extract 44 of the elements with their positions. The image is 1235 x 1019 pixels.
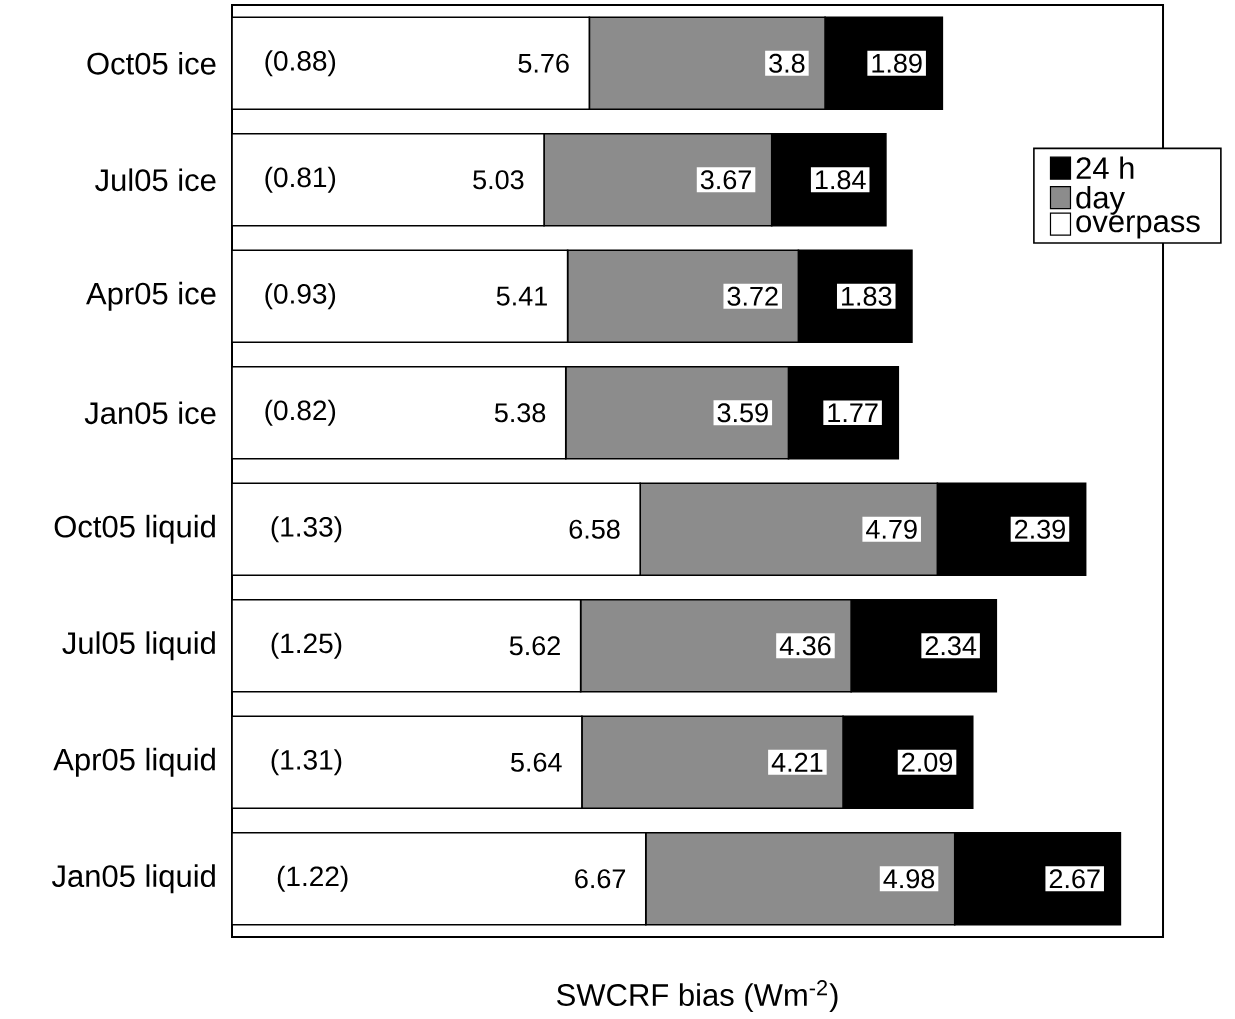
legend-label: day bbox=[1076, 186, 1125, 215]
y-tick-label: Jul05 liquid bbox=[62, 631, 215, 661]
annotation: (1.31) bbox=[271, 749, 342, 776]
data-label: 2.09 bbox=[902, 752, 953, 772]
annotation: (1.33) bbox=[271, 516, 342, 543]
data-label: 4.98 bbox=[883, 869, 935, 889]
annotation: (0.82) bbox=[265, 399, 336, 426]
data-label: 5.03 bbox=[473, 170, 524, 190]
data-label: 5.38 bbox=[494, 403, 546, 423]
data-label: 5.41 bbox=[496, 286, 547, 306]
x-axis-title: SWCRF bias (Wm$^{-2}$) bbox=[557, 980, 838, 1013]
y-tick-label: Apr05 ice bbox=[86, 281, 216, 311]
data-label: 6.58 bbox=[569, 519, 620, 539]
data-label: 2.67 bbox=[1049, 869, 1100, 889]
data-label: 3.59 bbox=[717, 403, 768, 423]
legend-label: overpass bbox=[1076, 215, 1200, 239]
annotation: (1.22) bbox=[277, 865, 348, 892]
y-tick-label: Jan05 liquid bbox=[51, 864, 215, 894]
data-label: 1.77 bbox=[828, 403, 878, 423]
data-label: 3.67 bbox=[700, 170, 751, 190]
data-label: 5.62 bbox=[509, 636, 560, 656]
data-label: 3.8 bbox=[769, 53, 805, 73]
y-tick-label: Jul05 ice bbox=[95, 168, 216, 192]
y-tick-label: Jan05 ice bbox=[84, 401, 216, 425]
y-tick-label: Oct05 ice bbox=[87, 52, 216, 75]
data-label: 5.64 bbox=[511, 752, 562, 772]
annotation: (0.81) bbox=[265, 166, 336, 193]
y-tick-label: Oct05 liquid bbox=[54, 514, 215, 544]
data-label: 3.72 bbox=[727, 286, 778, 306]
data-label: 1.84 bbox=[815, 170, 866, 190]
annotation: (0.88) bbox=[265, 50, 336, 77]
data-label: 4.21 bbox=[771, 752, 823, 772]
annotation: (1.25) bbox=[271, 632, 342, 659]
data-label: 4.79 bbox=[866, 519, 917, 539]
data-label: 6.67 bbox=[575, 869, 626, 889]
data-label: 1.83 bbox=[842, 286, 892, 306]
data-label: 1.89 bbox=[872, 53, 922, 73]
y-tick-label: Apr05 liquid bbox=[53, 747, 215, 777]
data-label: 2.39 bbox=[1015, 519, 1065, 539]
annotation: (0.93) bbox=[265, 283, 336, 310]
data-label: 2.34 bbox=[925, 636, 977, 656]
data-label: 4.36 bbox=[779, 636, 831, 656]
legend-label: 24 h bbox=[1076, 156, 1134, 179]
data-label: 5.76 bbox=[518, 53, 569, 73]
